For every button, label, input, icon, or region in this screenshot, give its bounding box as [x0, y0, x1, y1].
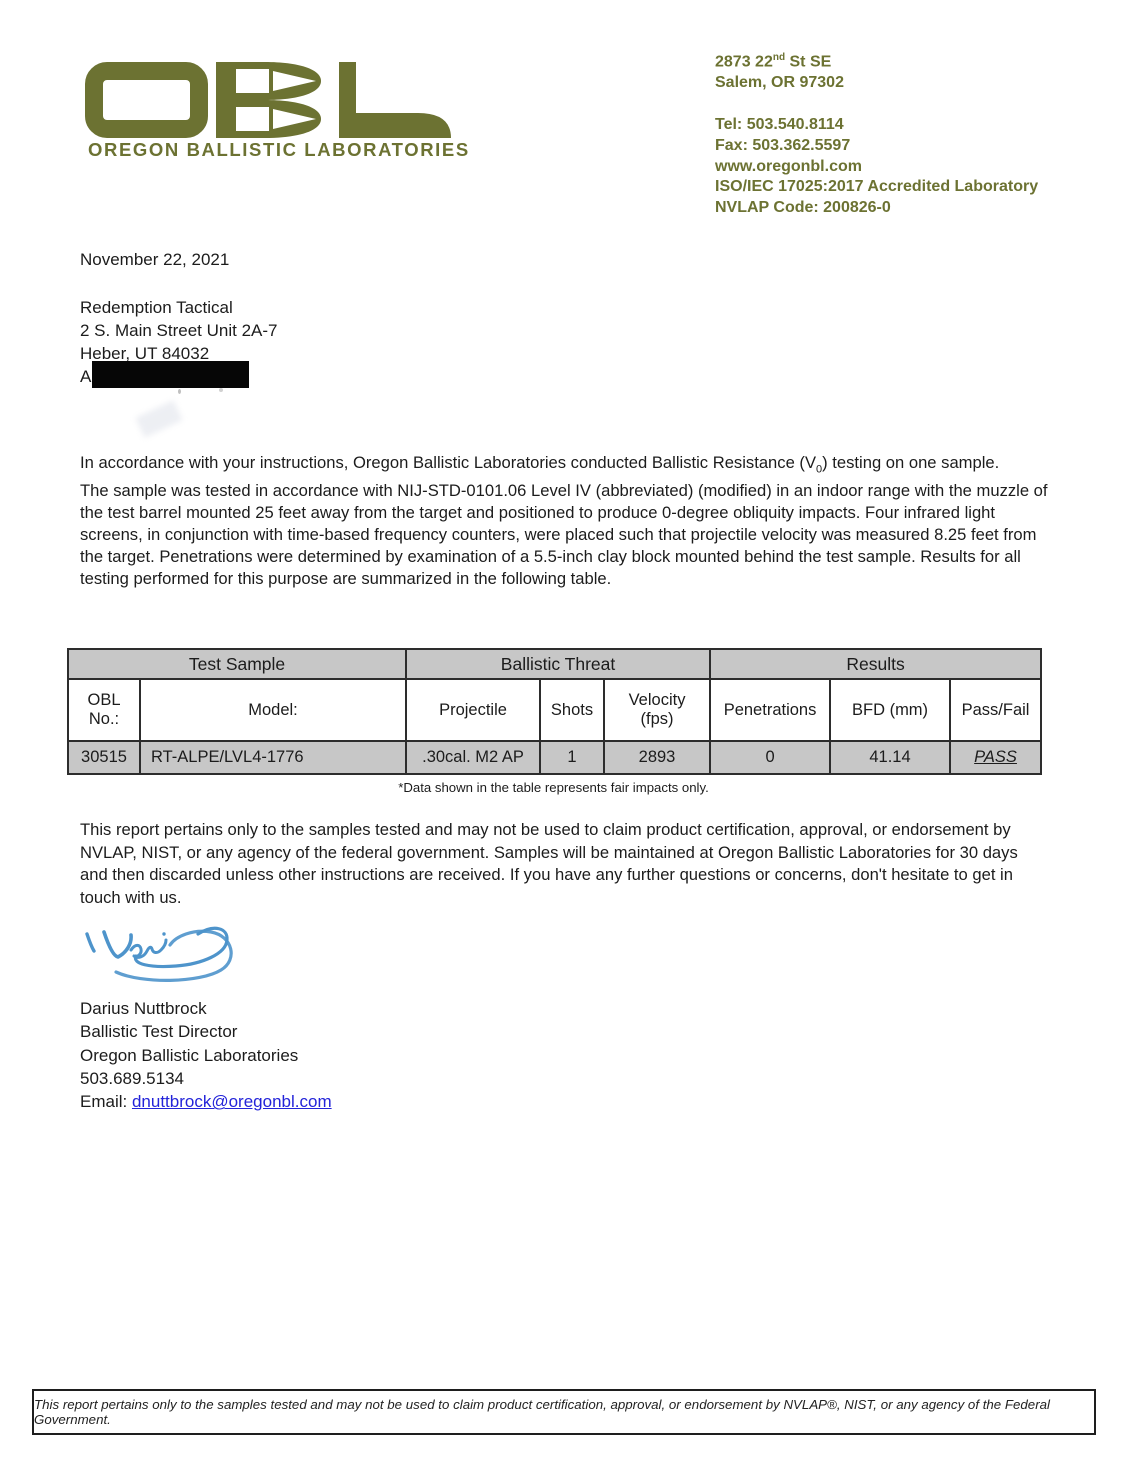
scan-artifact [178, 389, 181, 394]
recipient-redacted-line: A [80, 367, 92, 386]
footer-disclaimer-box: This report pertains only to the samples… [32, 1389, 1096, 1435]
paragraph-closing: This report pertains only to the samples… [80, 820, 1018, 907]
logo-tagline: OREGON BALLISTIC LABORATORIES [88, 139, 470, 160]
letterhead-street: 2873 22nd St SE [715, 52, 832, 71]
cell-velocity: 2893 [603, 740, 712, 775]
obl-logo-icon [85, 62, 451, 138]
signer-company: Oregon Ballistic Laboratories [80, 1045, 299, 1065]
letterhead-fax: Fax: 503.362.5597 [715, 136, 851, 154]
table-group-header-row: Test Sample Ballistic Threat Results [66, 648, 1043, 680]
paragraph-intro: In accordance with your instructions, Or… [80, 453, 1000, 476]
redaction-bar [92, 361, 249, 388]
col-velocity: Velocity (fps) [603, 678, 712, 742]
recipient-city: Heber, UT 84032 [80, 344, 210, 363]
signature-block: Darius Nuttbrock Ballistic Test Director… [80, 997, 332, 1113]
signer-title: Ballistic Test Director [80, 1022, 238, 1042]
recipient-address-block: Redemption Tactical 2 S. Main Street Uni… [80, 296, 277, 388]
col-pass-fail: Pass/Fail [949, 678, 1043, 742]
table-footnote: *Data shown in the table represents fair… [398, 780, 709, 795]
scan-artifact [135, 400, 183, 438]
cell-pass-fail: PASS [949, 740, 1043, 775]
letterhead-contact-block: 2873 22nd St SE Salem, OR 97302 Tel: 503… [715, 48, 1038, 219]
footer-disclaimer-text: This report pertains only to the samples… [34, 1397, 1050, 1427]
letterhead-tel: Tel: 503.540.8114 [715, 115, 844, 133]
col-shots: Shots [539, 678, 606, 742]
recipient-name: Redemption Tactical [80, 298, 233, 317]
scan-artifact [219, 388, 223, 392]
cell-obl-no: 30515 [67, 740, 141, 775]
signer-phone: 503.689.5134 [80, 1068, 184, 1088]
cell-penetrations: 0 [709, 740, 832, 775]
letterhead-city: Salem, OR 97302 [715, 74, 844, 92]
group-test-sample: Test Sample [66, 648, 408, 680]
group-ballistic-threat: Ballistic Threat [405, 648, 712, 680]
signer-name: Darius Nuttbrock [80, 999, 207, 1018]
letterhead-website: www.oregonbl.com [715, 157, 862, 175]
paragraph-method: The sample was tested in accordance with… [80, 481, 1048, 589]
table-column-header-row: OBL No.: Model: Projectile Shots Velocit… [67, 678, 1043, 742]
col-model: Model: [138, 678, 408, 742]
results-table: Test Sample Ballistic Threat Results OBL… [66, 648, 1043, 775]
recipient-street: 2 S. Main Street Unit 2A-7 [80, 321, 278, 340]
letterhead-iso: ISO/IEC 17025:2017 Accredited Laboratory [715, 178, 1039, 196]
col-obl-no: OBL No.: [67, 678, 141, 742]
letterhead-nvlap: NVLAP Code: 200826-0 [715, 199, 891, 217]
email-link[interactable]: dnuttbrock@oregonbl.com [131, 1092, 332, 1112]
col-bfd: BFD (mm) [829, 678, 952, 742]
handwritten-signature [85, 926, 233, 982]
col-penetrations: Penetrations [709, 678, 832, 742]
col-projectile: Projectile [405, 678, 542, 742]
cell-model: RT-ALPE/LVL4-1776 [138, 740, 408, 775]
table-row: 30515 RT-ALPE/LVL4-1776 .30cal. M2 AP 1 … [67, 740, 1043, 775]
cell-projectile: .30cal. M2 AP [405, 740, 542, 775]
signer-email-line: Email: dnuttbrock@oregonbl.com [80, 1092, 332, 1112]
cell-bfd: 41.14 [829, 740, 952, 775]
report-date: November 22, 2021 [80, 250, 230, 269]
cell-shots: 1 [539, 740, 606, 775]
body-text: In accordance with your instructions, Or… [80, 452, 1048, 590]
group-results: Results [709, 648, 1043, 680]
